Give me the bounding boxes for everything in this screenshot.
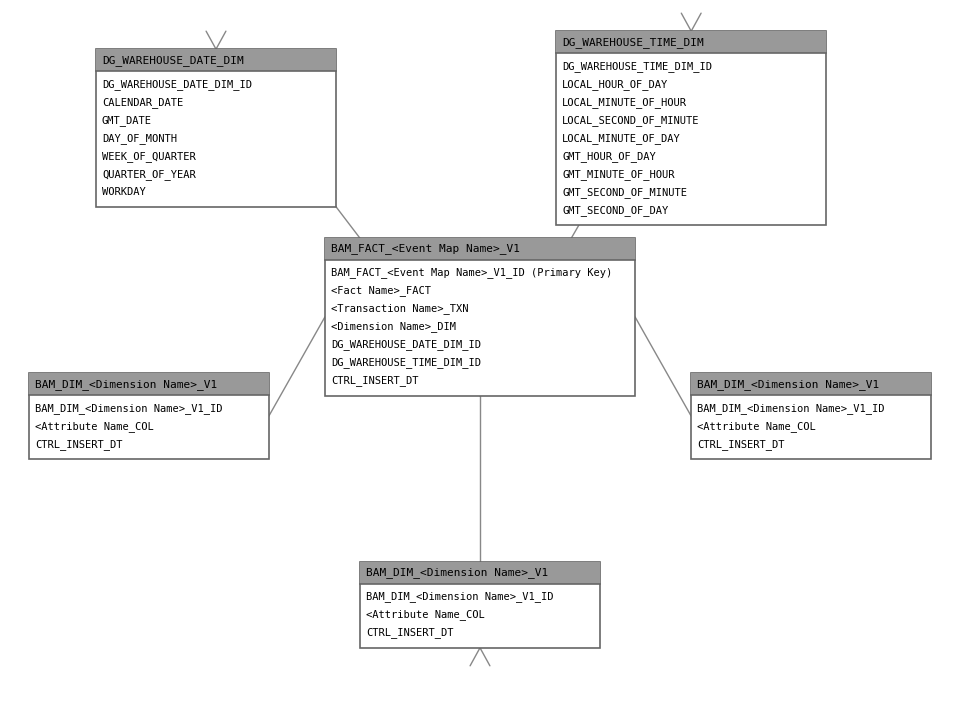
- Text: <Fact Name>_FACT: <Fact Name>_FACT: [331, 285, 431, 296]
- Text: LOCAL_HOUR_OF_DAY: LOCAL_HOUR_OF_DAY: [563, 78, 668, 89]
- Text: GMT_MINUTE_OF_HOUR: GMT_MINUTE_OF_HOUR: [563, 168, 675, 179]
- Text: BAM_DIM_<Dimension Name>_V1: BAM_DIM_<Dimension Name>_V1: [366, 567, 548, 578]
- Text: CTRL_INSERT_DT: CTRL_INSERT_DT: [366, 627, 453, 638]
- Text: <Attribute Name_COL: <Attribute Name_COL: [366, 609, 485, 620]
- Text: CTRL_INSERT_DT: CTRL_INSERT_DT: [697, 438, 784, 449]
- Text: BAM_FACT_<Event Map Name>_V1_ID (Primary Key): BAM_FACT_<Event Map Name>_V1_ID (Primary…: [331, 267, 612, 278]
- Bar: [556, 31, 827, 225]
- Bar: [29, 373, 269, 395]
- Text: BAM_DIM_<Dimension Name>_V1: BAM_DIM_<Dimension Name>_V1: [697, 379, 879, 390]
- Text: DG_WAREHOUSE_TIME_DIM_ID: DG_WAREHOUSE_TIME_DIM_ID: [563, 60, 712, 71]
- Text: <Dimension Name>_DIM: <Dimension Name>_DIM: [331, 321, 456, 332]
- Text: CTRL_INSERT_DT: CTRL_INSERT_DT: [331, 375, 419, 386]
- Text: GMT_SECOND_OF_MINUTE: GMT_SECOND_OF_MINUTE: [563, 186, 687, 197]
- Bar: [691, 373, 931, 459]
- Text: GMT_HOUR_OF_DAY: GMT_HOUR_OF_DAY: [563, 150, 656, 161]
- Text: BAM_DIM_<Dimension Name>_V1: BAM_DIM_<Dimension Name>_V1: [35, 379, 217, 390]
- Bar: [29, 373, 269, 459]
- Bar: [96, 49, 336, 207]
- Text: GMT_SECOND_OF_DAY: GMT_SECOND_OF_DAY: [563, 204, 668, 215]
- Text: LOCAL_MINUTE_OF_DAY: LOCAL_MINUTE_OF_DAY: [563, 132, 681, 143]
- Text: DG_WAREHOUSE_TIME_DIM_ID: DG_WAREHOUSE_TIME_DIM_ID: [331, 357, 481, 368]
- Text: <Attribute Name_COL: <Attribute Name_COL: [697, 420, 816, 431]
- Text: LOCAL_MINUTE_OF_HOUR: LOCAL_MINUTE_OF_HOUR: [563, 96, 687, 107]
- Text: <Attribute Name_COL: <Attribute Name_COL: [35, 420, 154, 431]
- Text: CALENDAR_DATE: CALENDAR_DATE: [102, 96, 183, 107]
- Bar: [556, 31, 827, 53]
- Text: DG_WAREHOUSE_DATE_DIM: DG_WAREHOUSE_DATE_DIM: [102, 55, 244, 66]
- Text: LOCAL_SECOND_OF_MINUTE: LOCAL_SECOND_OF_MINUTE: [563, 114, 700, 125]
- Text: WORKDAY: WORKDAY: [102, 187, 146, 197]
- Bar: [360, 562, 600, 648]
- Text: GMT_DATE: GMT_DATE: [102, 114, 152, 125]
- Text: WEEK_OF_QUARTER: WEEK_OF_QUARTER: [102, 150, 196, 161]
- Text: BAM_DIM_<Dimension Name>_V1_ID: BAM_DIM_<Dimension Name>_V1_ID: [697, 402, 885, 413]
- Text: BAM_DIM_<Dimension Name>_V1_ID: BAM_DIM_<Dimension Name>_V1_ID: [35, 402, 223, 413]
- Text: BAM_DIM_<Dimension Name>_V1_ID: BAM_DIM_<Dimension Name>_V1_ID: [366, 591, 554, 602]
- Text: DG_WAREHOUSE_DATE_DIM_ID: DG_WAREHOUSE_DATE_DIM_ID: [102, 78, 252, 89]
- Text: QUARTER_OF_YEAR: QUARTER_OF_YEAR: [102, 168, 196, 179]
- Bar: [325, 238, 635, 396]
- Bar: [325, 238, 635, 260]
- Bar: [360, 562, 600, 584]
- Text: CTRL_INSERT_DT: CTRL_INSERT_DT: [35, 438, 122, 449]
- Bar: [96, 49, 336, 71]
- Text: DG_WAREHOUSE_TIME_DIM: DG_WAREHOUSE_TIME_DIM: [563, 37, 704, 48]
- Text: DAY_OF_MONTH: DAY_OF_MONTH: [102, 132, 177, 143]
- Text: <Transaction Name>_TXN: <Transaction Name>_TXN: [331, 303, 468, 314]
- Text: DG_WAREHOUSE_DATE_DIM_ID: DG_WAREHOUSE_DATE_DIM_ID: [331, 339, 481, 350]
- Text: BAM_FACT_<Event Map Name>_V1: BAM_FACT_<Event Map Name>_V1: [331, 243, 520, 254]
- Bar: [691, 373, 931, 395]
